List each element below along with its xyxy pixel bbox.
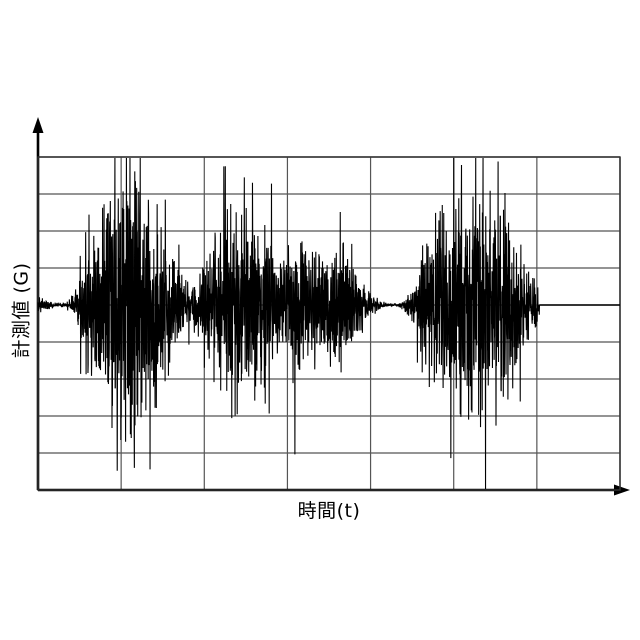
series-group [37, 157, 620, 490]
plot-border [37, 156, 621, 491]
waveform-series-line [37, 157, 541, 490]
plot-frame-rect [37, 156, 621, 491]
arrow-up-icon [32, 117, 44, 133]
arrow-right-icon [614, 484, 630, 496]
